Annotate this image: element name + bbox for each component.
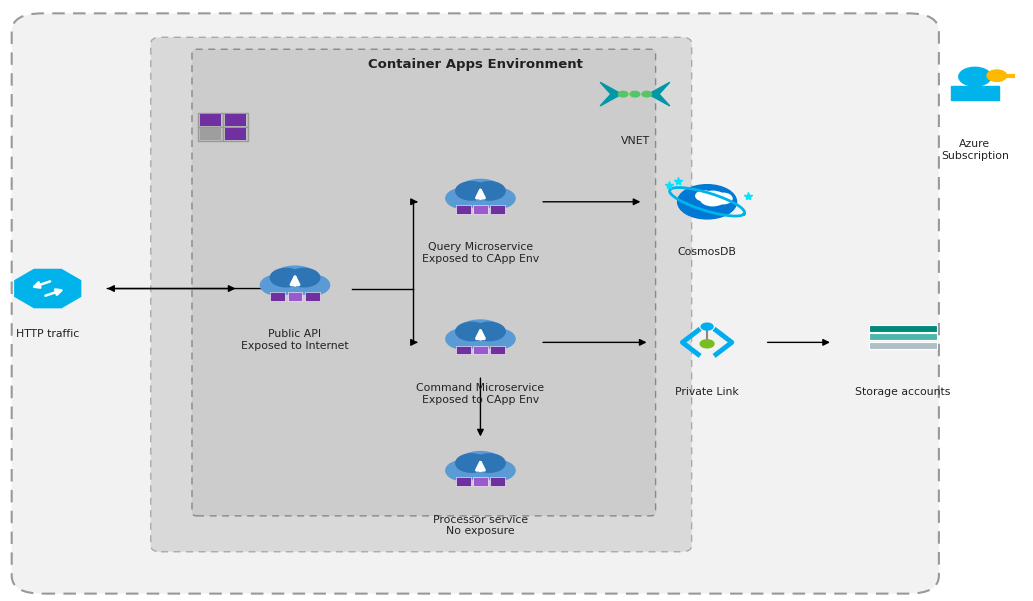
FancyBboxPatch shape: [223, 127, 248, 141]
Text: Storage accounts: Storage accounts: [855, 387, 950, 397]
FancyBboxPatch shape: [192, 49, 656, 516]
Circle shape: [456, 182, 488, 200]
Polygon shape: [600, 82, 622, 106]
Text: Query Microservice
Exposed to CApp Env: Query Microservice Exposed to CApp Env: [421, 242, 539, 264]
FancyBboxPatch shape: [491, 346, 505, 355]
Circle shape: [473, 322, 505, 341]
Circle shape: [678, 185, 737, 219]
FancyBboxPatch shape: [305, 292, 320, 300]
FancyBboxPatch shape: [198, 112, 223, 127]
Circle shape: [630, 91, 639, 97]
Circle shape: [446, 188, 480, 209]
Polygon shape: [14, 269, 81, 308]
FancyBboxPatch shape: [456, 477, 471, 486]
Text: CosmosDB: CosmosDB: [678, 246, 737, 257]
Circle shape: [456, 454, 488, 472]
FancyBboxPatch shape: [271, 292, 285, 300]
FancyBboxPatch shape: [287, 292, 303, 300]
Circle shape: [271, 269, 302, 287]
Circle shape: [456, 179, 505, 208]
Circle shape: [480, 329, 515, 349]
Circle shape: [473, 182, 505, 200]
FancyBboxPatch shape: [225, 128, 246, 140]
Text: Processor service
No exposure: Processor service No exposure: [433, 514, 528, 536]
FancyBboxPatch shape: [456, 346, 471, 355]
Text: Private Link: Private Link: [676, 387, 739, 397]
Circle shape: [473, 454, 505, 472]
FancyBboxPatch shape: [473, 346, 488, 355]
Circle shape: [700, 340, 714, 348]
Circle shape: [959, 67, 991, 86]
Circle shape: [700, 191, 725, 206]
Text: HTTP traffic: HTTP traffic: [17, 329, 80, 339]
FancyBboxPatch shape: [491, 477, 505, 486]
Circle shape: [701, 323, 713, 330]
Circle shape: [619, 91, 628, 97]
FancyBboxPatch shape: [225, 114, 246, 126]
FancyBboxPatch shape: [869, 333, 937, 340]
Text: VNET: VNET: [621, 136, 650, 146]
Text: Public API
Exposed to Internet: Public API Exposed to Internet: [241, 329, 349, 351]
Text: Container Apps Environment: Container Apps Environment: [368, 58, 583, 71]
Circle shape: [641, 91, 652, 97]
Circle shape: [480, 188, 515, 209]
FancyBboxPatch shape: [11, 13, 939, 594]
FancyBboxPatch shape: [223, 112, 248, 127]
Circle shape: [271, 266, 320, 295]
Text: Azure
Subscription: Azure Subscription: [941, 139, 1009, 160]
FancyBboxPatch shape: [456, 205, 471, 214]
Circle shape: [456, 320, 505, 349]
Polygon shape: [649, 82, 669, 106]
Circle shape: [446, 329, 480, 349]
Circle shape: [260, 275, 295, 295]
Circle shape: [288, 269, 320, 287]
Circle shape: [295, 275, 330, 295]
FancyBboxPatch shape: [491, 205, 505, 214]
FancyBboxPatch shape: [200, 128, 221, 140]
Circle shape: [988, 70, 1007, 81]
Circle shape: [696, 191, 713, 201]
Polygon shape: [950, 86, 999, 100]
Circle shape: [456, 322, 488, 341]
FancyBboxPatch shape: [151, 37, 692, 552]
Circle shape: [456, 451, 505, 480]
Text: Command Microservice
Exposed to CApp Env: Command Microservice Exposed to CApp Env: [416, 383, 544, 404]
FancyBboxPatch shape: [198, 127, 223, 141]
FancyBboxPatch shape: [200, 114, 221, 126]
FancyBboxPatch shape: [473, 477, 488, 486]
Circle shape: [480, 460, 515, 481]
FancyBboxPatch shape: [869, 342, 937, 349]
FancyBboxPatch shape: [473, 205, 488, 214]
Circle shape: [446, 460, 480, 481]
Circle shape: [714, 194, 732, 204]
FancyBboxPatch shape: [869, 325, 937, 332]
